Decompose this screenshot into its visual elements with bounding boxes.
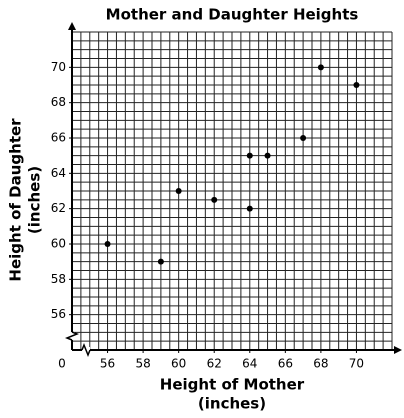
- y-tick-label: 60: [51, 237, 66, 251]
- x-tick-label: 70: [349, 357, 364, 371]
- point: [246, 152, 253, 159]
- arrow: [394, 346, 402, 354]
- point: [317, 64, 324, 71]
- point: [211, 196, 218, 203]
- y-tick-label: 58: [51, 272, 66, 286]
- point: [246, 205, 253, 212]
- x-tick-label: 62: [207, 357, 222, 371]
- y-axis-label: Height of Daughter: [7, 118, 25, 282]
- chart-title: Mother and Daughter Heights: [106, 6, 359, 24]
- axis-break: [64, 331, 80, 341]
- y-tick-label: 62: [51, 201, 66, 215]
- x-tick-label: 68: [313, 357, 328, 371]
- x-tick-label: 66: [278, 357, 293, 371]
- x-tick-label: 58: [135, 357, 150, 371]
- x-tick-label: 60: [171, 357, 186, 371]
- y-tick-label: 64: [51, 166, 66, 180]
- y-tick-label: 70: [51, 60, 66, 74]
- origin-label: 0: [58, 357, 66, 371]
- axis-break: [81, 342, 91, 358]
- point: [157, 258, 164, 265]
- y-tick-label: 56: [51, 307, 66, 321]
- x-tick-label: 56: [100, 357, 115, 371]
- x-axis-label: Height of Mother: [160, 376, 305, 394]
- x-axis-label: (inches): [198, 395, 266, 413]
- point: [264, 152, 271, 159]
- y-tick-label: 68: [51, 95, 66, 109]
- y-axis-label: (inches): [26, 166, 44, 234]
- y-tick-label: 66: [51, 131, 66, 145]
- point: [353, 82, 360, 88]
- x-tick-label: 64: [242, 357, 257, 371]
- point: [175, 188, 182, 194]
- point: [300, 135, 307, 141]
- point: [104, 241, 111, 247]
- arrow: [68, 22, 76, 30]
